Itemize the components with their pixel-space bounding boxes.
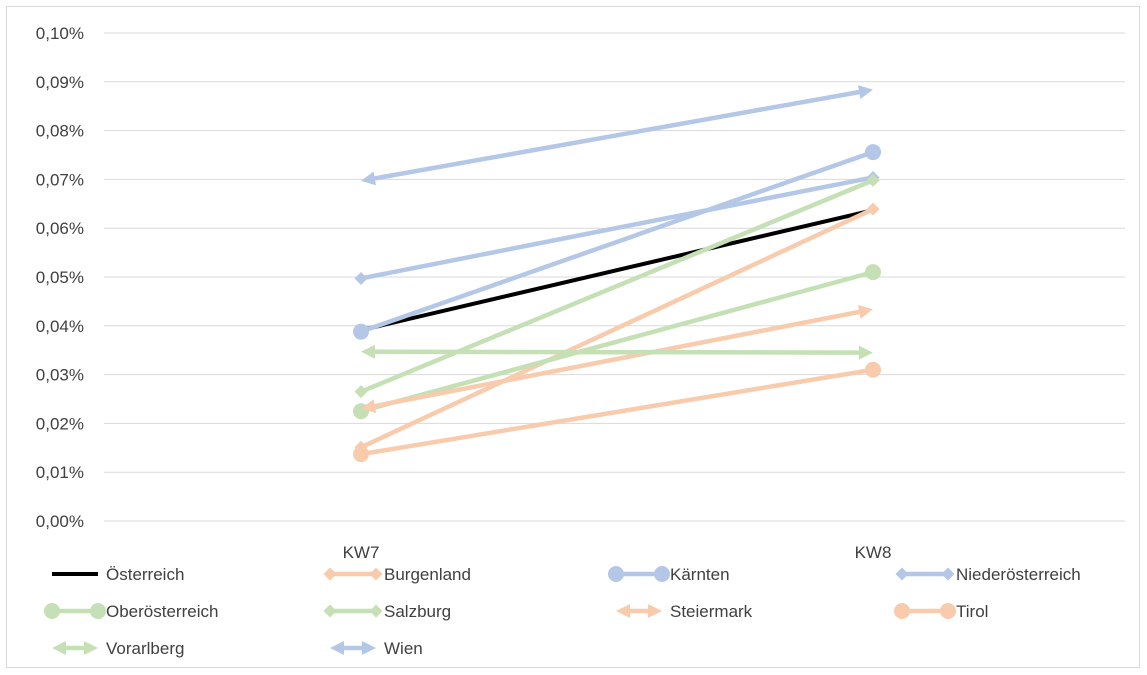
series-line xyxy=(359,208,875,333)
legend-label: Österreich xyxy=(106,565,184,584)
data-point xyxy=(866,173,880,187)
legend-label: Niederösterreich xyxy=(956,565,1081,584)
legend-marker xyxy=(44,603,60,619)
series-Vorarlberg xyxy=(361,344,873,360)
data-point xyxy=(865,144,881,161)
legend-label: Steiermark xyxy=(670,602,753,621)
legend-label: Wien xyxy=(384,639,423,658)
data-point xyxy=(353,323,369,340)
legend-label: Vorarlberg xyxy=(106,639,184,658)
legend-marker xyxy=(941,567,955,581)
legend-marker xyxy=(84,641,98,655)
series-Österreich xyxy=(359,208,875,333)
data-point xyxy=(857,305,873,319)
legend-marker xyxy=(648,604,662,618)
y-tick-label: 0,04% xyxy=(36,317,84,336)
series-Tirol xyxy=(353,361,881,463)
data-point xyxy=(858,345,873,360)
data-point xyxy=(354,271,368,285)
series-line xyxy=(358,269,876,414)
legend-label: Burgenland xyxy=(384,565,471,584)
data-point xyxy=(353,446,369,463)
x-tick-label: KW8 xyxy=(855,543,892,562)
legend-item[interactable]: Steiermark xyxy=(616,602,753,621)
data-point xyxy=(865,264,881,281)
series-line xyxy=(358,367,876,457)
y-tick-label: 0,08% xyxy=(36,122,84,141)
y-tick-label: 0,03% xyxy=(36,366,84,385)
series-line xyxy=(368,308,866,410)
legend-marker xyxy=(608,566,624,582)
data-point xyxy=(361,171,377,186)
x-tick-label: KW7 xyxy=(343,543,380,562)
series-Wien xyxy=(361,85,873,186)
legend-marker xyxy=(362,641,376,655)
y-tick-label: 0,00% xyxy=(36,512,84,531)
legend-item[interactable]: Vorarlberg xyxy=(52,639,184,658)
legend-marker xyxy=(369,567,383,581)
data-point xyxy=(866,202,880,216)
chart-frame xyxy=(6,6,1140,668)
data-point xyxy=(354,385,368,399)
series-line xyxy=(368,89,866,182)
series-Kärnten xyxy=(353,144,881,340)
legend-item[interactable]: Niederösterreich xyxy=(895,565,1081,584)
legend-marker xyxy=(369,604,383,618)
legend-marker xyxy=(894,603,910,619)
series-line xyxy=(358,178,876,394)
data-point xyxy=(865,361,881,378)
legend-item[interactable]: Kärnten xyxy=(608,565,730,584)
legend-marker xyxy=(52,641,66,655)
y-tick-label: 0,10% xyxy=(36,24,84,43)
series-line xyxy=(358,149,876,334)
series-line xyxy=(368,349,866,355)
legend-item[interactable]: Oberösterreich xyxy=(44,602,218,621)
y-tick-label: 0,09% xyxy=(36,73,84,92)
data-point xyxy=(857,85,873,99)
legend-marker xyxy=(616,604,630,618)
series-line xyxy=(358,206,876,450)
series-line xyxy=(358,175,876,281)
legend-item[interactable]: Burgenland xyxy=(323,565,471,584)
series-Steiermark xyxy=(361,305,873,413)
y-tick-label: 0,06% xyxy=(36,219,84,238)
legend-marker xyxy=(940,603,956,619)
legend-label: Oberösterreich xyxy=(106,602,218,621)
data-point xyxy=(361,344,376,359)
data-point xyxy=(361,399,377,413)
y-tick-label: 0,07% xyxy=(36,170,84,189)
y-tick-label: 0,02% xyxy=(36,414,84,433)
legend-marker xyxy=(895,567,909,581)
legend-label: Kärnten xyxy=(670,565,730,584)
series-Oberösterreich xyxy=(353,264,881,420)
legend-item[interactable]: Tirol xyxy=(894,602,988,621)
legend-marker xyxy=(330,641,344,655)
series-Salzburg xyxy=(354,173,880,399)
legend-marker xyxy=(323,567,337,581)
y-tick-label: 0,05% xyxy=(36,268,84,287)
legend-marker xyxy=(323,604,337,618)
legend-item[interactable]: Salzburg xyxy=(323,602,452,621)
legend-item[interactable]: Österreich xyxy=(52,565,184,584)
legend-marker xyxy=(654,566,670,582)
legend-marker xyxy=(90,603,106,619)
legend-label: Salzburg xyxy=(384,602,451,621)
legend-label: Tirol xyxy=(956,602,988,621)
legend-item[interactable]: Wien xyxy=(330,639,423,658)
y-tick-label: 0,01% xyxy=(36,463,84,482)
